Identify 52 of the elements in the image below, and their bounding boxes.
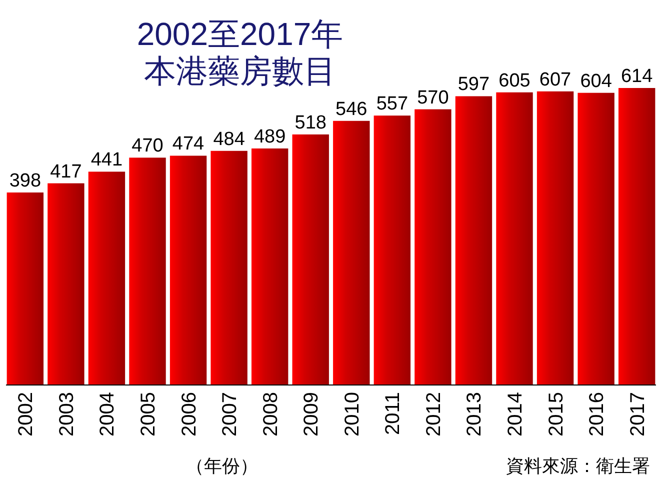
data-label: 484 bbox=[213, 128, 246, 150]
data-label: 614 bbox=[620, 66, 654, 87]
data-label: 604 bbox=[580, 70, 612, 92]
bar bbox=[414, 109, 452, 385]
data-label: 546 bbox=[336, 98, 368, 120]
bar bbox=[210, 150, 248, 385]
data-label: 489 bbox=[254, 126, 286, 148]
bar bbox=[496, 92, 533, 385]
x-tick-label: 2006 bbox=[178, 392, 200, 436]
chart-title: 2002至2017年 bbox=[136, 16, 344, 52]
data-label: 518 bbox=[294, 112, 326, 134]
bar bbox=[251, 148, 288, 385]
x-tick-label: 2012 bbox=[422, 392, 445, 436]
bar bbox=[129, 158, 166, 385]
x-tick-label: 2003 bbox=[56, 392, 78, 436]
x-tick-label: 2017 bbox=[626, 392, 649, 436]
bar bbox=[618, 88, 656, 385]
x-tick-label: 2005 bbox=[138, 392, 160, 436]
data-label: 398 bbox=[9, 170, 42, 192]
data-label: 557 bbox=[376, 94, 408, 115]
data-label: 605 bbox=[498, 70, 530, 92]
bar bbox=[88, 172, 126, 385]
source-note: 資料來源：衛生署 bbox=[506, 456, 650, 476]
data-label: 470 bbox=[132, 136, 164, 157]
data-label: 441 bbox=[90, 150, 123, 171]
x-tick-label: 2007 bbox=[219, 392, 242, 436]
x-tick-label: 2015 bbox=[545, 392, 568, 436]
x-tick-label: 2013 bbox=[464, 392, 486, 436]
data-label: 607 bbox=[539, 69, 572, 90]
x-tick-label: 2011 bbox=[382, 392, 404, 436]
x-tick-label: 2002 bbox=[15, 392, 38, 436]
bar bbox=[48, 183, 84, 385]
data-label: 570 bbox=[417, 87, 449, 108]
chart-subtitle: 本港藥房數目 bbox=[144, 53, 336, 89]
x-tick-label: 2008 bbox=[260, 392, 282, 436]
data-label: 597 bbox=[458, 74, 490, 96]
x-tick-label: 2014 bbox=[504, 392, 526, 436]
x-tick-label: 2016 bbox=[586, 392, 608, 436]
bar bbox=[536, 91, 574, 385]
bar bbox=[374, 116, 411, 385]
data-label: 417 bbox=[50, 161, 82, 182]
bar bbox=[455, 96, 492, 385]
x-tick-label: 2009 bbox=[300, 392, 323, 436]
data-label: 474 bbox=[172, 134, 205, 155]
bar bbox=[333, 120, 370, 385]
x-tick-label: 2010 bbox=[341, 392, 364, 436]
bar bbox=[170, 156, 207, 385]
bar bbox=[578, 92, 614, 385]
x-tick-label: 2004 bbox=[96, 392, 119, 436]
bar bbox=[292, 134, 329, 385]
bar bbox=[6, 192, 44, 385]
text: （年份） bbox=[186, 456, 258, 476]
